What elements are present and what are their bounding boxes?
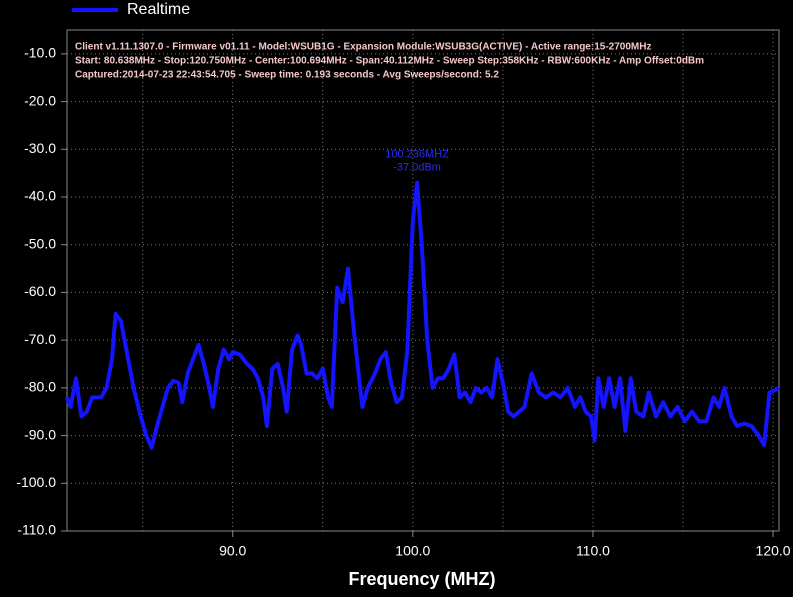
y-tick-label: -110.0: [17, 522, 56, 538]
info-line: Start: 80.638MHz - Stop:120.750MHz - Cen…: [75, 56, 704, 67]
y-tick-label: -60.0: [24, 283, 56, 299]
y-tick-label: -70.0: [24, 331, 56, 347]
y-tick-label: -50.0: [24, 235, 56, 251]
info-line: Captured:2014-07-23 22:43:54.705 - Sweep…: [75, 70, 499, 81]
y-tick-label: -20.0: [24, 92, 56, 108]
x-tick-label: 120.0: [756, 543, 791, 559]
x-tick-label: 90.0: [219, 543, 246, 559]
x-tick-label: 110.0: [576, 543, 610, 559]
y-tick-label: -40.0: [24, 188, 56, 204]
y-tick-label: -10.0: [24, 45, 56, 61]
series-line: [65, 180, 780, 450]
x-tick-label: 100.0: [395, 543, 430, 559]
x-axis-label: Frequency (MHZ): [348, 569, 495, 589]
legend-label: Realtime: [127, 1, 190, 18]
plot-border: [66, 29, 780, 532]
y-tick-label: -30.0: [24, 140, 56, 156]
y-tick-label: -80.0: [24, 379, 56, 395]
info-line: Client v1.11.1307.0 - Firmware v01.11 - …: [75, 42, 651, 53]
y-tick-label: -90.0: [24, 426, 56, 442]
annotation: -37.0dBm: [393, 162, 441, 174]
annotation: 100.236MHZ: [385, 149, 449, 161]
y-tick-label: -100.0: [16, 474, 56, 490]
